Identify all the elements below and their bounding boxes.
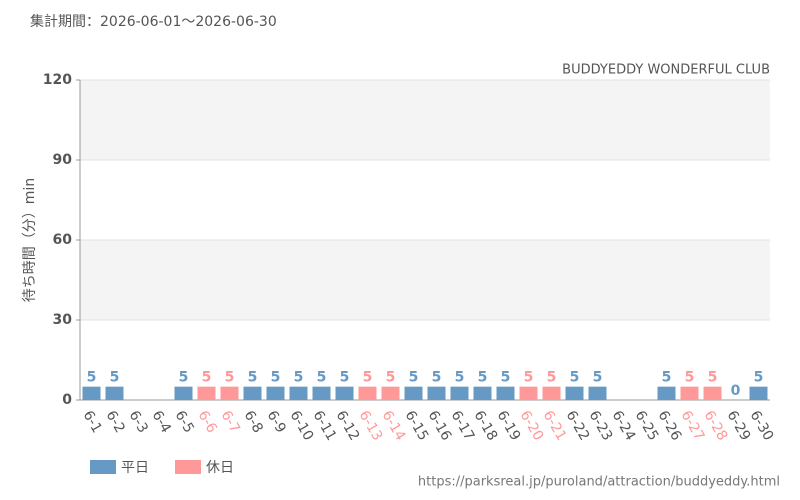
value-label: 5 (754, 370, 764, 386)
x-tick-label: 6-11 (310, 408, 340, 444)
bar (749, 386, 768, 400)
x-tick-label: 6-3 (126, 408, 151, 436)
value-label: 5 (363, 370, 373, 386)
grid-band (80, 240, 770, 320)
value-label: 5 (179, 370, 189, 386)
value-label: 5 (110, 370, 120, 386)
value-label: 0 (731, 383, 741, 399)
bar (105, 386, 124, 400)
bar (542, 386, 561, 400)
bar (519, 386, 538, 400)
value-label: 5 (593, 370, 603, 386)
x-tick-label: 6-29 (724, 408, 754, 444)
bar (427, 386, 446, 400)
bar (404, 386, 423, 400)
value-label: 5 (570, 370, 580, 386)
value-label: 5 (432, 370, 442, 386)
x-tick-label: 6-15 (402, 408, 432, 444)
value-label: 5 (685, 370, 695, 386)
value-label: 5 (386, 370, 396, 386)
value-label: 5 (294, 370, 304, 386)
y-tick-label: 60 (53, 232, 73, 248)
value-label: 5 (248, 370, 258, 386)
value-label: 5 (202, 370, 212, 386)
chart-title: BUDDYEDDY WONDERFUL CLUB (562, 63, 770, 78)
x-tick-label: 6-10 (287, 408, 317, 444)
y-tick-label: 120 (43, 72, 72, 88)
x-tick-label: 6-12 (333, 408, 363, 444)
x-tick-label: 6-26 (655, 408, 685, 444)
y-axis-label: 待ち時間（分）min (22, 178, 38, 302)
x-tick-label: 6-5 (172, 408, 197, 436)
bar (703, 386, 722, 400)
x-tick-label: 6-16 (425, 408, 455, 444)
x-tick-label: 6-25 (632, 408, 662, 444)
x-tick-label: 6-27 (678, 408, 708, 444)
value-label: 5 (524, 370, 534, 386)
value-label: 5 (317, 370, 327, 386)
bar (565, 386, 584, 400)
x-tick-label: 6-21 (540, 408, 570, 444)
x-tick-label: 6-13 (356, 408, 386, 444)
x-tick-label: 6-18 (471, 408, 501, 444)
value-label: 5 (662, 370, 672, 386)
bar (358, 386, 377, 400)
bar (588, 386, 607, 400)
x-tick-label: 6-14 (379, 408, 409, 444)
x-tick-label: 6-2 (103, 408, 128, 436)
x-tick-label: 6-28 (701, 408, 731, 444)
x-tick-label: 6-7 (218, 408, 243, 436)
x-tick-label: 6-1 (80, 408, 105, 436)
y-tick-label: 90 (53, 152, 73, 168)
y-tick-label: 30 (53, 312, 73, 328)
x-tick-label: 6-30 (747, 408, 777, 444)
x-tick-label: 6-17 (448, 408, 478, 444)
bar (220, 386, 239, 400)
x-tick-label: 6-20 (517, 408, 547, 444)
bar (381, 386, 400, 400)
x-tick-label: 6-6 (195, 408, 220, 436)
bar (657, 386, 676, 400)
bar (335, 386, 354, 400)
bar (243, 386, 262, 400)
value-label: 5 (409, 370, 419, 386)
value-label: 5 (87, 370, 97, 386)
x-tick-label: 6-23 (586, 408, 616, 444)
bar (197, 386, 216, 400)
value-label: 5 (478, 370, 488, 386)
x-tick-label: 6-4 (149, 408, 174, 436)
legend-label: 平日 (121, 460, 149, 476)
y-tick-label: 0 (62, 392, 72, 408)
x-tick-label: 6-8 (241, 408, 266, 436)
x-tick-label: 6-22 (563, 408, 593, 444)
value-label: 5 (708, 370, 718, 386)
x-tick-label: 6-24 (609, 408, 639, 444)
bar (496, 386, 515, 400)
bar (473, 386, 492, 400)
legend-swatch (175, 460, 201, 474)
bar (680, 386, 699, 400)
value-label: 5 (271, 370, 281, 386)
value-label: 5 (455, 370, 465, 386)
x-tick-label: 6-19 (494, 408, 524, 444)
bar (289, 386, 308, 400)
x-tick-label: 6-9 (264, 408, 289, 436)
source: https://parksreal.jp/puroland/attraction… (418, 475, 780, 490)
legend-swatch (90, 460, 116, 474)
value-label: 5 (547, 370, 557, 386)
value-label: 5 (225, 370, 235, 386)
bar (450, 386, 469, 400)
grid-band (80, 80, 770, 160)
bar (266, 386, 285, 400)
value-label: 5 (340, 370, 350, 386)
bar (82, 386, 101, 400)
bar (312, 386, 331, 400)
bar (174, 386, 193, 400)
chart-subtitle: 集計期間：2026-06-01～2026-06-30 (30, 13, 277, 30)
value-label: 5 (501, 370, 511, 386)
legend-label: 休日 (206, 460, 234, 476)
